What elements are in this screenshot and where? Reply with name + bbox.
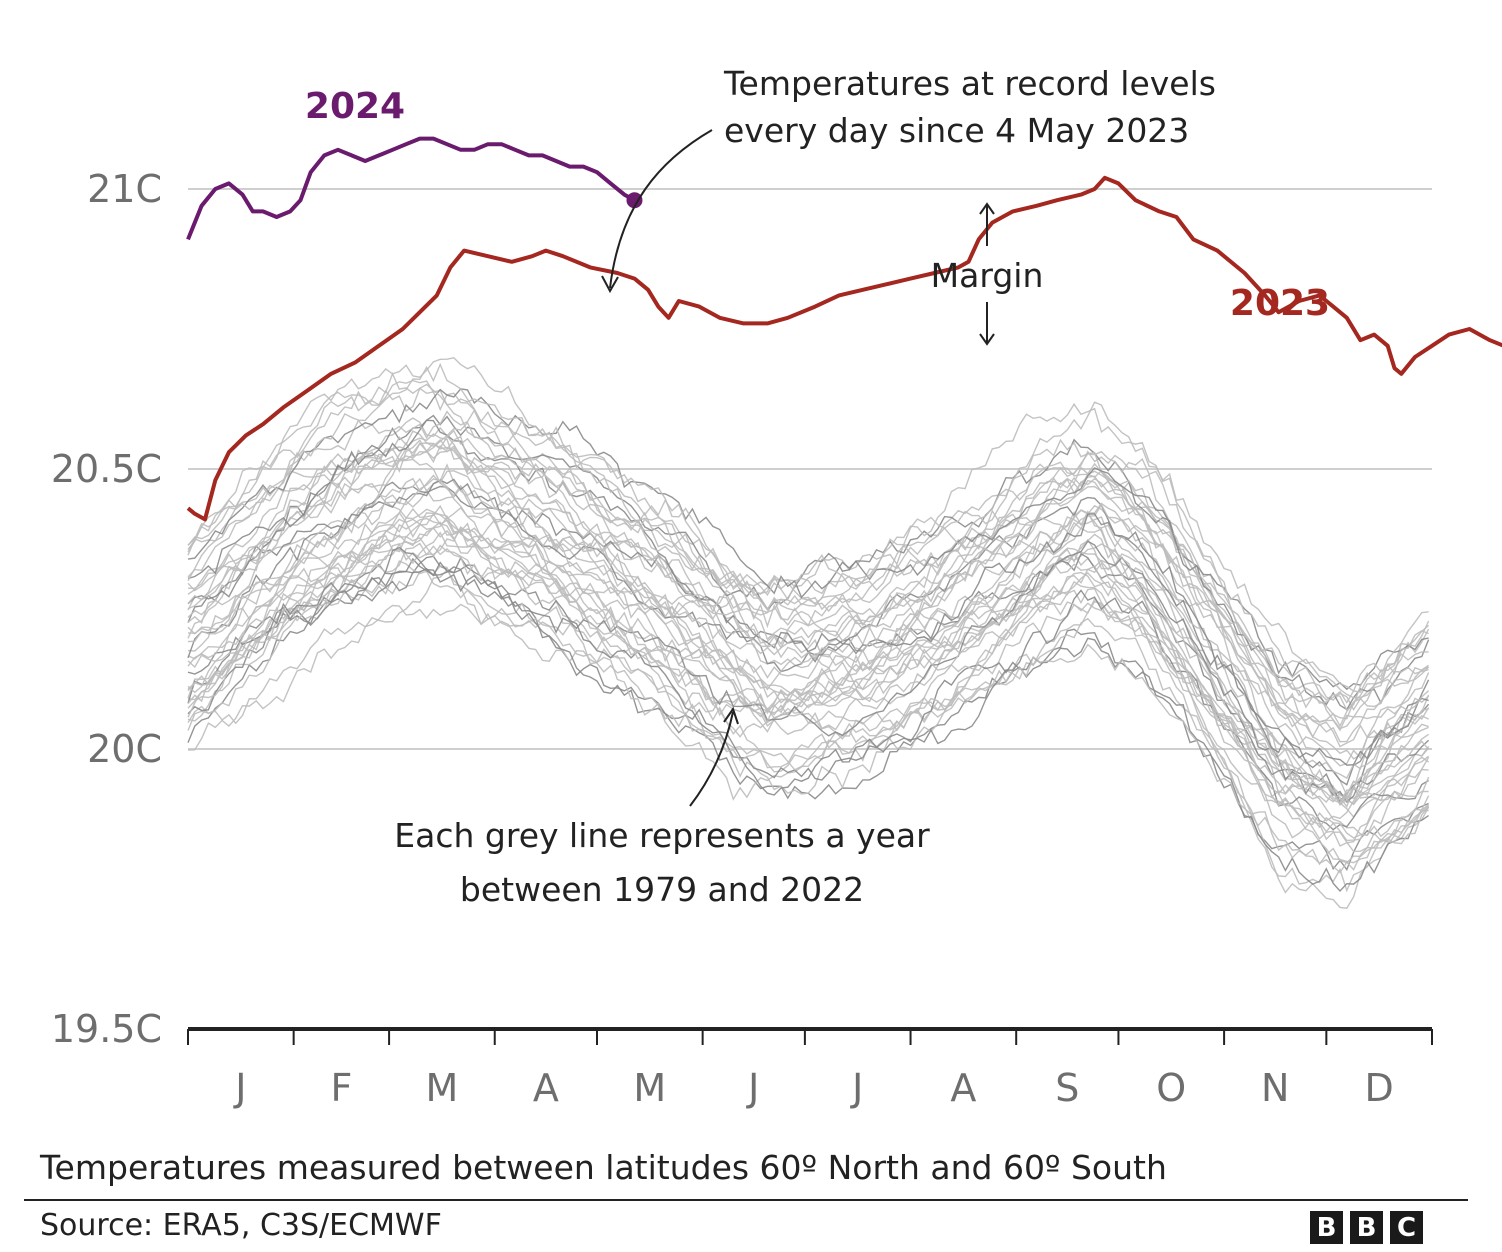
y-axis-ticks: 19.5C 20C 20.5C 21C (51, 167, 162, 1051)
label-2023: 2023 (1230, 283, 1330, 324)
x-tick-label-11: D (1365, 1066, 1394, 1110)
bbc-logo: B B C (1310, 1211, 1423, 1244)
chart-area: 19.5C 20C 20.5C 21C J F M A M J J A S O N D Temperatur… (51, 64, 1502, 1110)
year-line-1982 (187, 565, 1430, 847)
grey-annotation-line-2: between 1979 and 2022 (460, 870, 864, 909)
series-lines (186, 136, 1502, 522)
logo-letter-b2: B (1350, 1211, 1383, 1244)
annotations (601, 129, 995, 807)
margin-label: Margin (931, 256, 1044, 295)
y-tick-label-2: 20.5C (51, 447, 162, 491)
logo-letter-b1: B (1310, 1211, 1343, 1244)
x-tick-label-1: F (330, 1066, 352, 1110)
year-line-1989 (187, 556, 1429, 831)
year-line-2005 (187, 441, 1430, 767)
y-tick-label-0: 19.5C (51, 1007, 162, 1051)
x-tick-label-5: J (746, 1066, 759, 1110)
footnote: Temperatures measured between latitudes … (40, 1148, 1167, 1187)
year-line-1993 (187, 527, 1429, 806)
x-tick-label-2: M (426, 1066, 459, 1110)
series-end-marker-2024 (626, 192, 643, 209)
historical-years-lines (187, 357, 1430, 909)
x-tick-label-10: N (1261, 1066, 1289, 1110)
year-line-2014 (187, 414, 1430, 711)
record-annotation-line-1: Temperatures at record levels (723, 64, 1216, 103)
year-line-2001 (187, 474, 1430, 798)
year-line-1984 (187, 557, 1429, 893)
year-line-2010 (187, 444, 1429, 748)
series-line-2023 (186, 175, 1502, 522)
year-line-1995 (187, 493, 1430, 803)
year-line-2009 (187, 419, 1429, 766)
year-line-1986 (187, 531, 1429, 866)
year-line-1994 (187, 546, 1430, 803)
year-line-1998 (187, 486, 1430, 802)
year-line-2006 (187, 478, 1429, 800)
year-line-2020 (187, 371, 1429, 699)
year-line-1981 (187, 603, 1430, 909)
margin-arrow-up (979, 202, 995, 246)
year-line-2003 (187, 463, 1430, 807)
record-arrow-head (601, 275, 619, 294)
x-tick-label-4: M (633, 1066, 666, 1110)
y-tick-label-3: 21C (87, 167, 162, 211)
year-line-2021 (187, 362, 1429, 712)
y-tick-label-1: 20C (87, 727, 162, 771)
year-line-1992 (187, 512, 1430, 842)
record-annotation-line-2: every day since 4 May 2023 (724, 111, 1189, 150)
year-line-2013 (187, 439, 1430, 711)
year-line-2012 (187, 435, 1429, 728)
x-tick-label-6: J (850, 1066, 863, 1110)
year-line-2008 (187, 458, 1430, 760)
series-line-2024 (186, 136, 636, 241)
label-2024: 2024 (305, 86, 405, 127)
source-note: Source: ERA5, C3S/ECMWF (40, 1208, 442, 1243)
year-line-1987 (187, 511, 1430, 874)
margin-arrow-down (979, 302, 995, 346)
x-tick-label-8: S (1055, 1066, 1079, 1110)
x-tick-label-3: A (533, 1066, 559, 1110)
record-arrow (609, 129, 713, 289)
logo-letter-c: C (1390, 1211, 1423, 1244)
year-line-2015 (187, 379, 1430, 743)
x-tick-label-9: O (1156, 1066, 1186, 1110)
grey-line-arrow-head (723, 706, 739, 725)
divider (24, 1199, 1468, 1201)
year-line-2016 (187, 408, 1429, 720)
grey-annotation-line-1: Each grey line represents a year (394, 816, 930, 855)
x-tick-label-7: A (950, 1066, 976, 1110)
x-tick-label-0: J (233, 1066, 246, 1110)
year-line-2017 (187, 387, 1430, 732)
year-line-2022 (187, 357, 1429, 693)
grey-line-arrow (689, 711, 734, 807)
